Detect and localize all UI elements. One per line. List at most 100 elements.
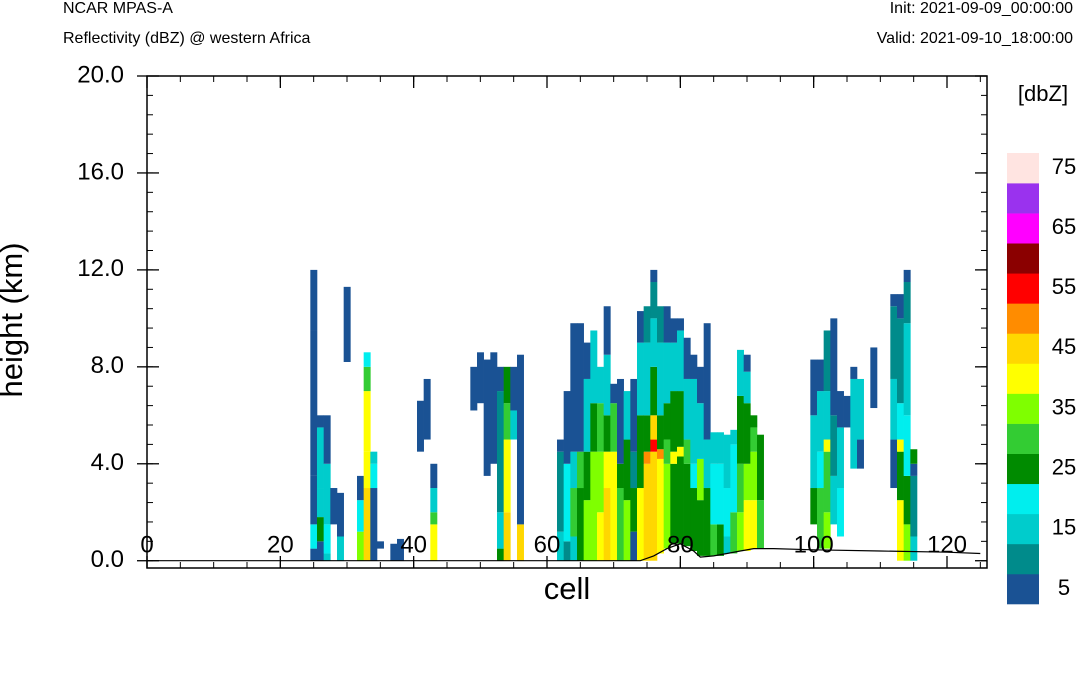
reflectivity-cell <box>697 500 704 556</box>
reflectivity-cell <box>603 451 611 489</box>
reflectivity-cell <box>723 488 731 537</box>
reflectivity-cell <box>757 434 764 501</box>
reflectivity-cell <box>857 439 864 469</box>
colorbar: 5 15 25 35 45 55 65 75 <box>1007 153 1076 605</box>
reflectivity-cell <box>617 378 624 464</box>
reflectivity-cell <box>557 451 564 532</box>
reflectivity-cell <box>323 415 331 464</box>
reflectivity-cell <box>737 512 744 552</box>
reflectivity-cell <box>510 366 518 411</box>
reflectivity-cell <box>337 536 344 561</box>
reflectivity-cell <box>897 403 904 440</box>
init-time: Init: 2021-09-09_00:00:00 <box>889 0 1073 17</box>
reflectivity-cell <box>363 451 371 489</box>
reflectivity-cell <box>697 403 704 459</box>
reflectivity-cell <box>583 342 591 379</box>
reflectivity-cell <box>630 531 638 561</box>
reflectivity-cell <box>650 366 658 416</box>
reflectivity-cell <box>577 323 584 452</box>
reflectivity-cell <box>890 306 898 379</box>
reflectivity-cell <box>497 391 504 513</box>
reflectivity-cell <box>370 488 378 561</box>
reflectivity-cell <box>310 269 318 331</box>
reflectivity-cell <box>723 536 731 554</box>
reflectivity-cell <box>890 294 898 307</box>
reflectivity-cell <box>657 449 664 459</box>
reflectivity-cell <box>903 269 911 283</box>
reflectivity-cell <box>650 439 658 452</box>
reflectivity-cell <box>643 415 651 452</box>
reflectivity-cell <box>563 463 571 542</box>
reflectivity-cell <box>903 524 911 561</box>
reflectivity-cell <box>717 432 724 464</box>
reflectivity-cell <box>610 451 618 561</box>
reflectivity-cell <box>637 488 644 561</box>
colorbar-label: 55 <box>1052 274 1076 299</box>
reflectivity-cell <box>370 451 378 464</box>
reflectivity-cell <box>903 415 911 476</box>
reflectivity-cell <box>650 451 658 561</box>
reflectivity-cell <box>643 306 651 343</box>
reflectivity-cell <box>577 451 584 489</box>
reflectivity-cell <box>857 378 864 440</box>
reflectivity-cell <box>377 541 384 549</box>
reflectivity-cell <box>497 366 504 392</box>
reflectivity-cell <box>590 451 598 561</box>
y-tick-label: 8.0 <box>91 352 124 379</box>
reflectivity-cell <box>503 403 511 440</box>
reflectivity-cell <box>723 434 731 489</box>
reflectivity-cell <box>670 391 678 452</box>
colorbar-swatch <box>1007 483 1039 515</box>
colorbar-swatch <box>1007 453 1039 485</box>
reflectivity-cell <box>363 391 371 452</box>
y-tick-label: 16.0 <box>77 158 124 185</box>
plot-frame <box>146 75 988 569</box>
reflectivity-cell <box>317 517 324 542</box>
reflectivity-cell <box>623 500 631 561</box>
x-tick-label: 120 <box>927 531 967 558</box>
reflectivity-cell <box>590 403 598 452</box>
reflectivity-cell <box>603 415 611 452</box>
reflectivity-cell <box>697 458 704 501</box>
reflectivity-cell <box>817 488 824 549</box>
reflectivity-cell <box>743 403 751 464</box>
reflectivity-cell <box>717 524 724 556</box>
reflectivity-cell <box>557 531 564 561</box>
reflectivity-cell <box>897 318 904 404</box>
reflectivity-cell <box>570 488 578 537</box>
reflectivity-cell <box>317 488 324 518</box>
y-axis-label: height (km) <box>0 242 29 397</box>
colorbar-swatch <box>1007 243 1039 274</box>
colorbar-swatch <box>1007 183 1039 214</box>
reflectivity-cell <box>817 451 824 489</box>
reflectivity-cells <box>310 269 918 561</box>
reflectivity-cell <box>583 378 591 452</box>
reflectivity-cell <box>563 541 571 561</box>
reflectivity-cell <box>837 427 844 489</box>
reflectivity-cell <box>810 359 818 416</box>
reflectivity-cell <box>823 330 831 392</box>
reflectivity-cell <box>317 415 324 428</box>
reflectivity-cell <box>823 512 831 549</box>
y-tick-label: 12.0 <box>77 255 124 282</box>
reflectivity-cell <box>337 492 344 537</box>
reflectivity-cell <box>610 383 618 404</box>
reflectivity-cell <box>683 378 691 440</box>
reflectivity-cell <box>703 323 711 440</box>
reflectivity-cell <box>903 475 911 525</box>
reflectivity-cell <box>910 475 918 537</box>
reflectivity-cell <box>617 488 624 561</box>
reflectivity-cell <box>357 500 364 532</box>
reflectivity-cell <box>683 439 691 464</box>
reflectivity-cell <box>737 395 744 464</box>
reflectivity-cell <box>897 294 904 319</box>
reflectivity-cell <box>837 488 844 537</box>
reflectivity-cell <box>663 306 671 343</box>
y-tick-label: 0.0 <box>91 546 124 573</box>
colorbar-swatch <box>1007 333 1039 364</box>
reflectivity-cell <box>637 311 644 343</box>
reflectivity-cell <box>677 391 684 447</box>
reflectivity-cell <box>477 352 484 404</box>
reflectivity-cell <box>810 415 818 489</box>
